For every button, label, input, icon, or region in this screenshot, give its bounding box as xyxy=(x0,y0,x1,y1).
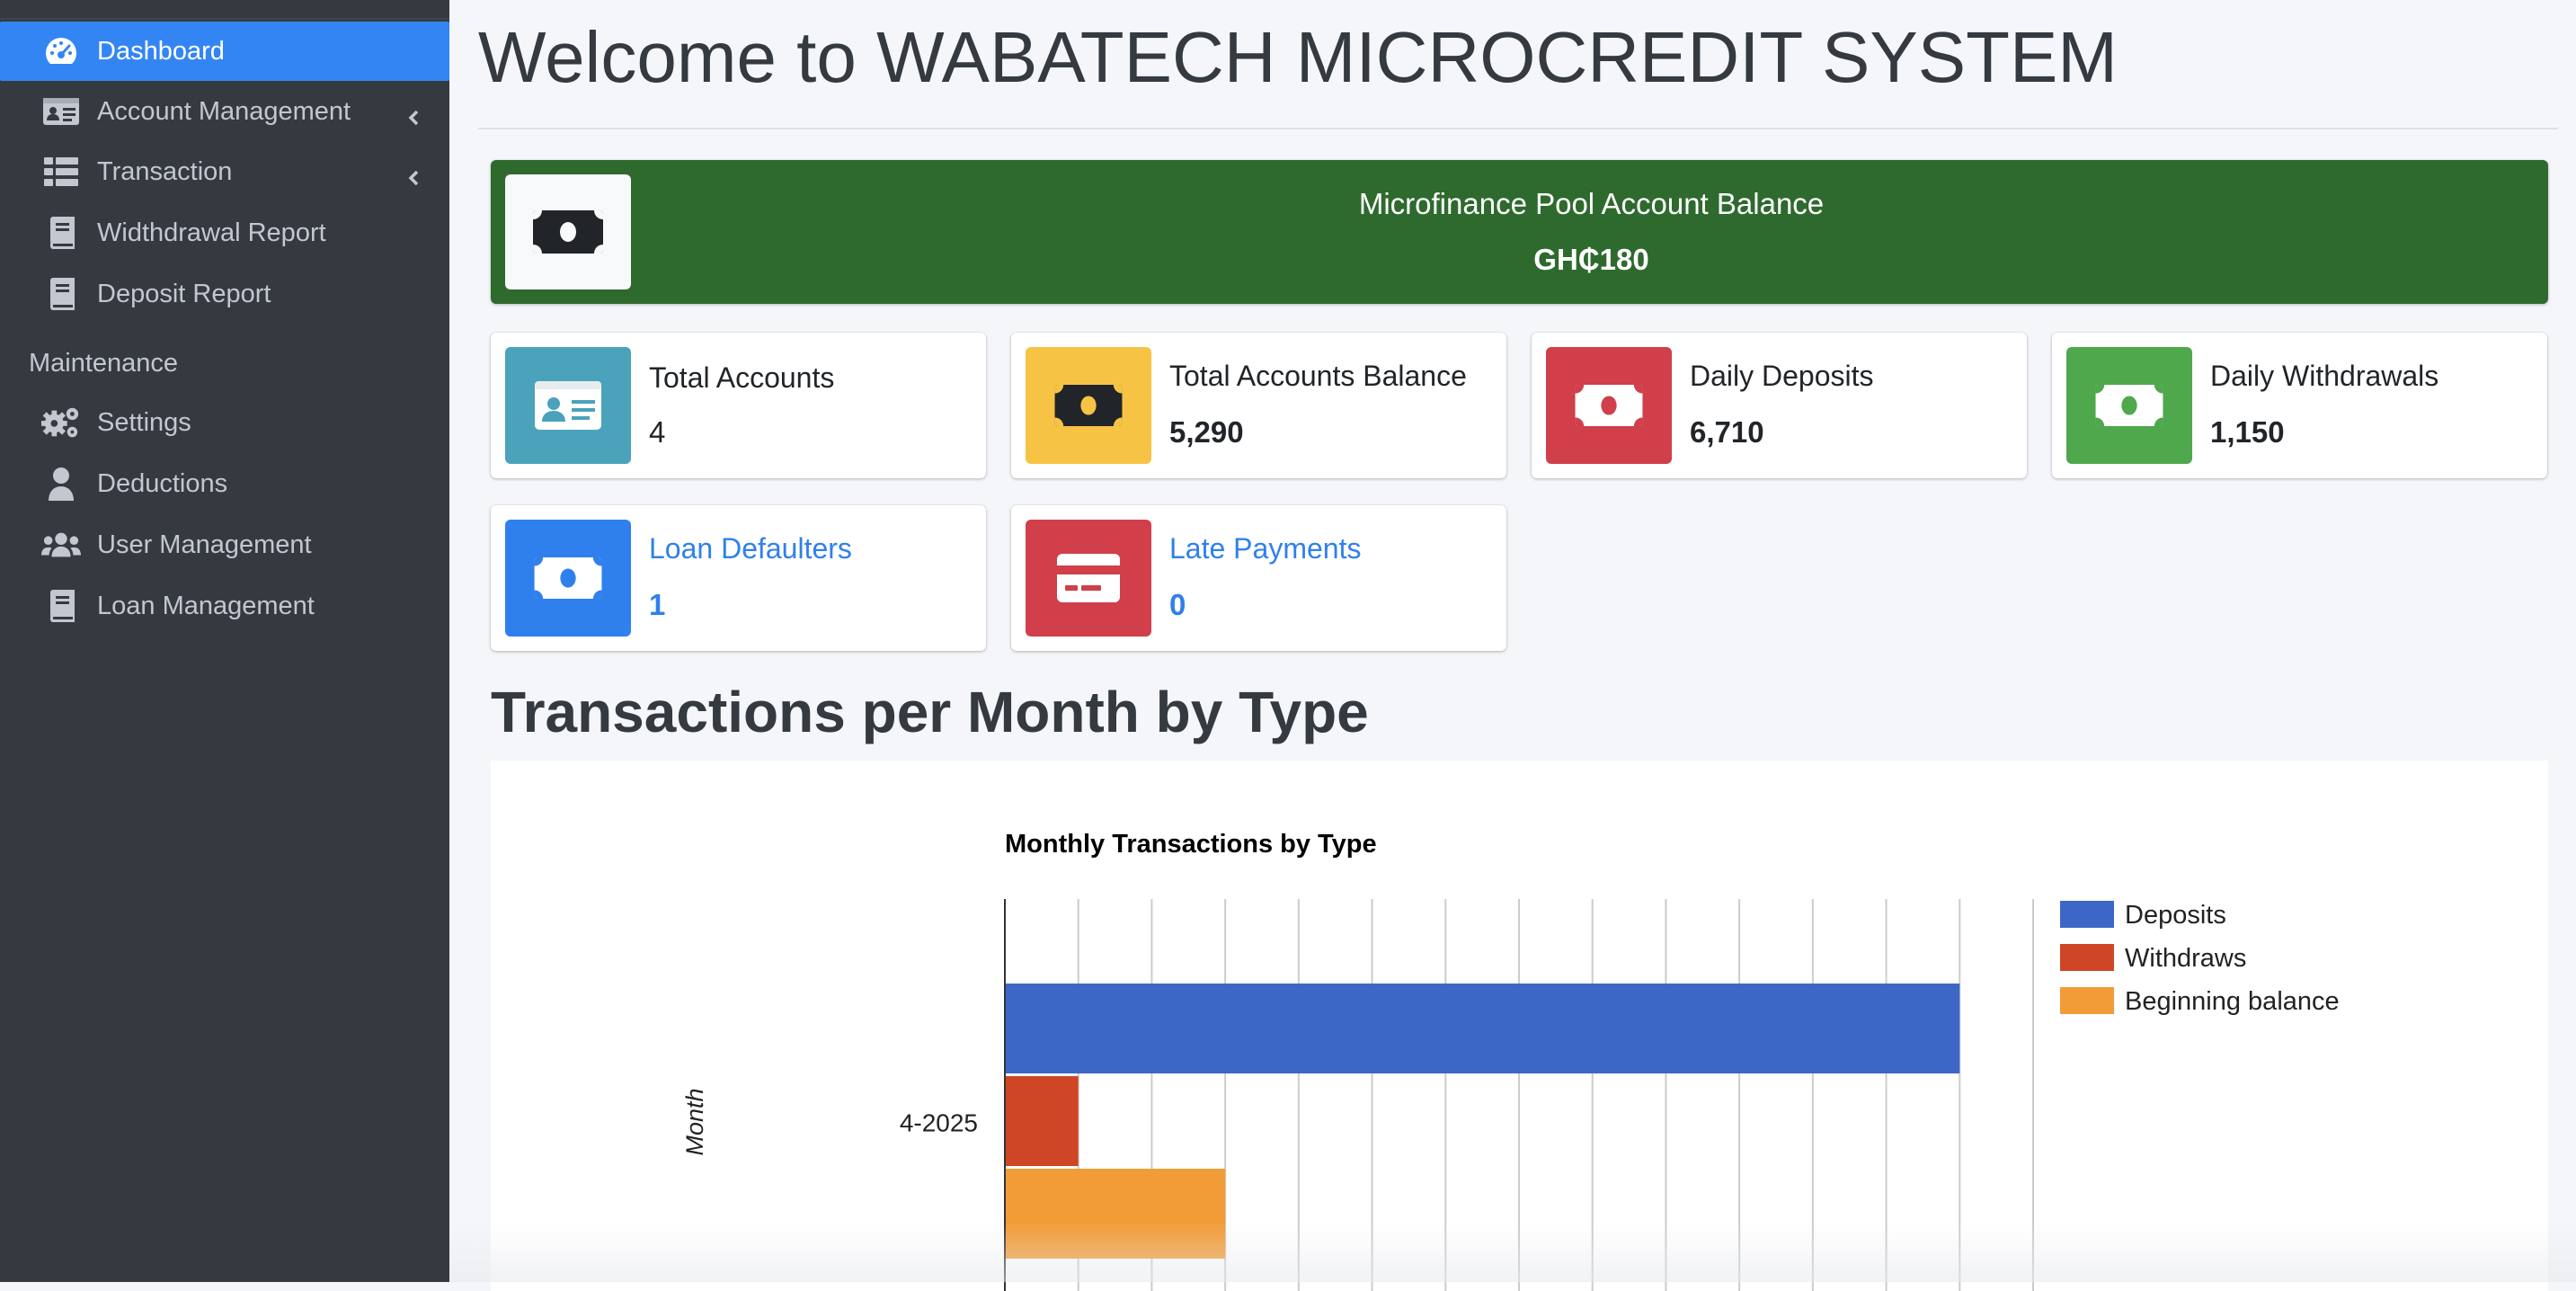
late-payments-value[interactable]: 0 xyxy=(1169,588,1186,621)
daily-deposits-value: 6,710 xyxy=(1690,415,1764,449)
total-accounts-box: Total Accounts 4 xyxy=(491,333,986,478)
chart-legend: Deposits Withdraws Beginning balance xyxy=(2060,901,2340,1016)
legend-label: Deposits xyxy=(2125,901,2226,930)
late-payments-box[interactable]: Late Payments 0 xyxy=(1011,505,1506,651)
chart-bar-deposits[interactable] xyxy=(1005,984,1960,1073)
book-icon xyxy=(41,586,81,626)
legend-label: Beginning balance xyxy=(2125,987,2340,1016)
users-icon xyxy=(41,525,81,565)
sidebar-header-maintenance: Maintenance xyxy=(29,349,179,378)
pool-balance-box: Microfinance Pool Account Balance GH₵180 xyxy=(491,160,2548,304)
title-divider xyxy=(478,128,2558,129)
daily-deposits-box: Daily Deposits 6,710 xyxy=(1532,333,2027,478)
sidebar-item-withdrawal-report[interactable]: Widthdrawal Report xyxy=(0,203,449,263)
legend-swatch xyxy=(2060,987,2114,1014)
late-payments-link[interactable]: Late Payments xyxy=(1169,532,1362,565)
chart-category-labels: 4-2025 xyxy=(900,1109,978,1137)
daily-withdrawals-label: Daily Withdrawals xyxy=(2210,360,2439,392)
tachometer-icon xyxy=(41,31,81,71)
sidebar-item-label: Widthdrawal Report xyxy=(97,218,326,247)
daily-withdrawals-box: Daily Withdrawals 1,150 xyxy=(2052,333,2547,478)
chart-category-label: 4-2025 xyxy=(900,1109,978,1137)
user-icon xyxy=(41,464,81,503)
chart-bar-beginning-balance[interactable] xyxy=(1005,1169,1226,1259)
chevron-left-icon xyxy=(406,164,422,186)
book-icon xyxy=(41,274,81,314)
sidebar-item-label: Loan Management xyxy=(97,591,315,620)
total-accounts-balance-box: Total Accounts Balance 5,290 xyxy=(1011,333,1506,478)
sidebar-item-label: User Management xyxy=(97,530,312,559)
loan-defaulters-value[interactable]: 1 xyxy=(649,588,666,621)
money-bill-icon xyxy=(1546,347,1672,464)
chart-card: Monthly Transactions by Type Month 4-202… xyxy=(491,761,2548,1291)
sidebar-item-account-management[interactable]: Account Management xyxy=(0,82,449,141)
money-bill-icon xyxy=(505,174,631,289)
page-title: Welcome to WABATECH MICROCREDIT SYSTEM xyxy=(478,17,2118,97)
sidebar-item-loan-management[interactable]: Loan Management xyxy=(0,576,449,636)
sidebar-item-label: Dashboard xyxy=(97,36,225,66)
total-accounts-value: 4 xyxy=(649,415,666,449)
sidebar-top-border xyxy=(0,0,449,20)
sidebar-item-deposit-report[interactable]: Deposit Report xyxy=(0,264,449,324)
pool-balance-value: GH₵180 xyxy=(1533,243,1649,276)
sidebar-item-label: Transaction xyxy=(97,156,233,186)
sidebar-item-dashboard[interactable]: Dashboard xyxy=(0,22,449,81)
book-icon xyxy=(41,213,81,253)
sidebar-item-settings[interactable]: Settings xyxy=(0,393,449,452)
money-bill-icon xyxy=(505,520,631,637)
id-card-icon xyxy=(41,92,81,131)
legend-swatch xyxy=(2060,944,2114,971)
sidebar-item-label: Deposit Report xyxy=(97,279,271,308)
sidebar-item-label: Settings xyxy=(97,407,191,437)
sidebar: Dashboard Account Management Transaction… xyxy=(0,0,449,1282)
table-list-icon xyxy=(41,152,81,191)
chevron-left-icon xyxy=(406,103,422,126)
total-accounts-balance-value: 5,290 xyxy=(1169,415,1244,449)
sidebar-item-deductions[interactable]: Deductions xyxy=(0,454,449,513)
sidebar-item-label: Account Management xyxy=(97,96,351,126)
total-accounts-balance-label: Total Accounts Balance xyxy=(1169,360,1467,392)
sidebar-item-label: Deductions xyxy=(97,468,228,498)
chart-section-title: Transactions per Month by Type xyxy=(491,680,1369,744)
legend-swatch xyxy=(2060,901,2114,928)
daily-deposits-label: Daily Deposits xyxy=(1690,360,1874,392)
gears-icon xyxy=(41,403,81,442)
legend-label: Withdraws xyxy=(2125,944,2246,973)
loan-defaulters-link[interactable]: Loan Defaulters xyxy=(649,532,852,565)
chart-title: Monthly Transactions by Type xyxy=(1005,830,1377,859)
money-bill-icon xyxy=(1026,347,1151,464)
sidebar-item-user-management[interactable]: User Management xyxy=(0,515,449,574)
id-card-icon xyxy=(505,347,631,464)
transactions-bar-chart: Monthly Transactions by Type Month 4-202… xyxy=(681,830,2340,1291)
total-accounts-label: Total Accounts xyxy=(649,361,835,394)
daily-withdrawals-value: 1,150 xyxy=(2210,415,2285,449)
chart-y-axis-label: Month xyxy=(681,1088,708,1155)
money-bill-icon xyxy=(2066,347,2192,464)
pool-balance-label: Microfinance Pool Account Balance xyxy=(1358,187,1825,220)
chart-bars xyxy=(1005,984,1960,1259)
credit-card-icon xyxy=(1026,520,1151,637)
sidebar-item-transaction[interactable]: Transaction xyxy=(0,142,449,201)
loan-defaulters-box[interactable]: Loan Defaulters 1 xyxy=(491,505,986,651)
chart-bar-withdraws[interactable] xyxy=(1005,1076,1079,1166)
